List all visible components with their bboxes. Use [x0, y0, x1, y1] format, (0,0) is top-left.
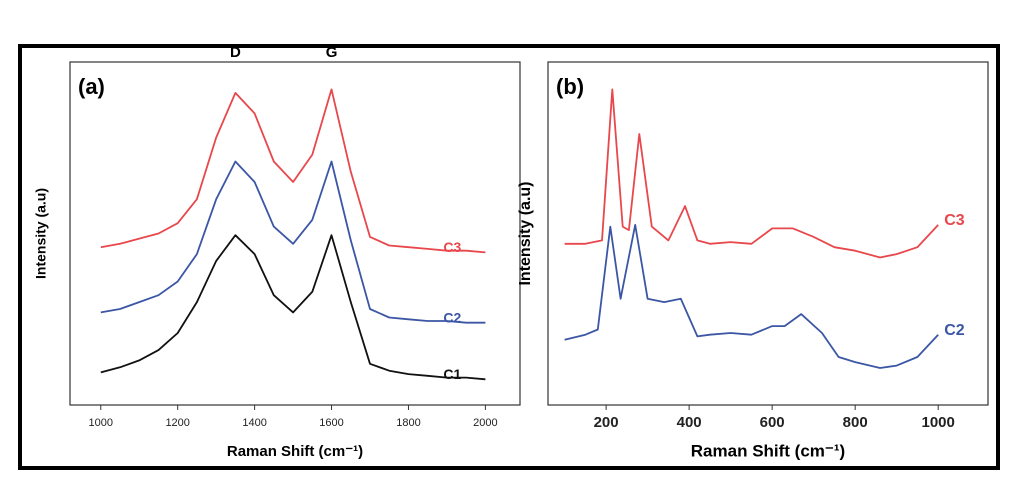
- series-line: [564, 88, 939, 259]
- y-axis-label: Intensity (a.u): [517, 181, 534, 285]
- series-line: [564, 224, 939, 369]
- x-tick-label: 1800: [396, 417, 420, 429]
- x-tick-label: 1000: [89, 417, 113, 429]
- series-label: C2: [944, 322, 965, 339]
- peak-annotation: D: [230, 44, 241, 61]
- series-line: [100, 234, 486, 381]
- plot-area: [69, 61, 521, 406]
- frame: [18, 44, 1000, 470]
- x-axis-label: Raman Shift (cm⁻¹): [691, 441, 845, 460]
- x-tick-label: 1400: [242, 417, 266, 429]
- x-tick-label: 2000: [473, 417, 497, 429]
- plot-area: [547, 61, 989, 406]
- panel-label: (a): [78, 74, 105, 99]
- x-tick-label: 1200: [165, 417, 189, 429]
- peak-annotation: G: [326, 44, 338, 61]
- x-axis-label: Raman Shift (cm⁻¹): [227, 443, 363, 460]
- series-label: C3: [944, 212, 965, 229]
- y-axis-label: Intensity (a.u): [33, 188, 49, 279]
- series-label: C1: [443, 366, 461, 382]
- series-label: C3: [443, 239, 461, 255]
- x-tick-label: 1600: [319, 417, 343, 429]
- x-tick-label: 600: [760, 414, 785, 431]
- x-tick-label: 200: [594, 414, 619, 431]
- x-tick-label: 400: [677, 414, 702, 431]
- x-tick-label: 1000: [922, 414, 955, 431]
- series-line: [100, 160, 486, 324]
- x-tick-label: 800: [843, 414, 868, 431]
- panel-label: (b): [556, 74, 584, 99]
- series-line: [100, 88, 486, 254]
- series-label: C2: [443, 309, 461, 325]
